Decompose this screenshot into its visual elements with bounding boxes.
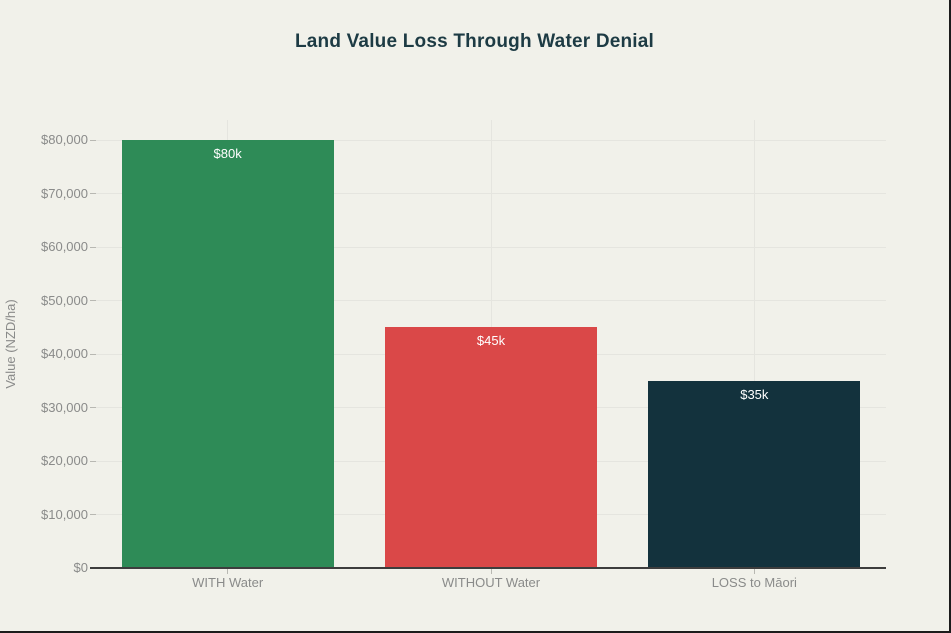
y-tick-mark [90, 514, 96, 515]
y-tick-mark [90, 353, 96, 355]
y-tick-label: $30,000 [41, 399, 88, 415]
bar: $45k [385, 327, 597, 568]
bar-value-label: $80k [213, 146, 242, 161]
bar-value-label: $35k [740, 386, 769, 402]
v-gridline [753, 120, 755, 568]
bar-value-label: $45k [476, 333, 506, 349]
x-tick-mark [490, 569, 492, 574]
x-axis-line [90, 567, 886, 569]
y-tick-label: $0 [73, 560, 88, 575]
x-tick-mark [227, 569, 229, 574]
bar: $35k [648, 380, 861, 568]
y-tick-mark [90, 407, 96, 408]
y-tick-label: $10,000 [41, 506, 88, 522]
chart-title: Land Value Loss Through Water Denial [294, 31, 655, 52]
y-tick-label: $40,000 [41, 346, 88, 361]
y-tick-mark [90, 300, 96, 301]
x-axis-category-label: LOSS to Māori [711, 575, 797, 590]
y-tick-mark [90, 193, 96, 194]
y-tick-label: $70,000 [41, 185, 88, 201]
x-axis-category-label: WITH Water [192, 575, 264, 590]
plot-area: $80k $45k $35k WITH Water WITHOUT Water LOSS … [90, 120, 886, 590]
y-tick-label: $20,000 [41, 453, 88, 468]
bar: $80k [121, 140, 334, 568]
y-tick-mark [90, 460, 96, 462]
y-tick-label: $80,000 [41, 132, 88, 147]
y-tick-label: $60,000 [41, 239, 88, 254]
y-tick-mark [90, 139, 96, 141]
x-axis-category-label: WITHOUT Water [441, 575, 541, 590]
y-tick-label: $50,000 [41, 292, 88, 308]
x-tick-mark [753, 569, 755, 574]
y-tick-mark [90, 246, 96, 248]
